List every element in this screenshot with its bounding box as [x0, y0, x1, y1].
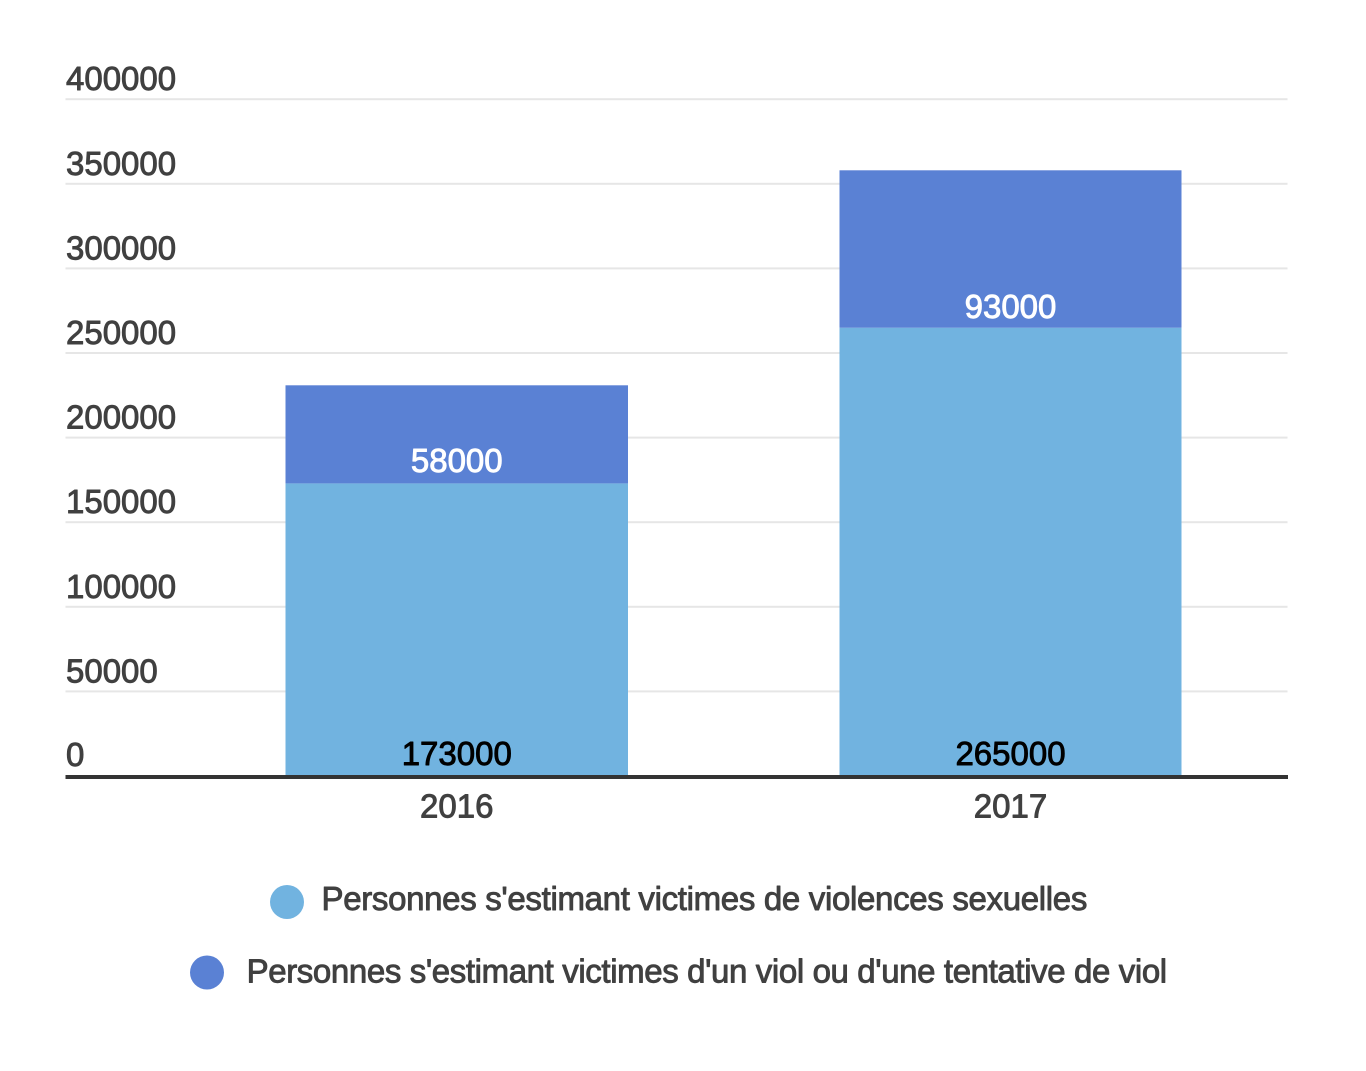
svg-text:50000: 50000: [66, 652, 158, 689]
svg-text:400000: 400000: [66, 60, 176, 97]
svg-text:350000: 350000: [66, 145, 176, 182]
svg-text:0: 0: [66, 736, 84, 773]
svg-text:2016: 2016: [420, 788, 493, 825]
svg-text:100000: 100000: [66, 568, 176, 605]
svg-text:Personnes s'estimant victimes: Personnes s'estimant victimes de violenc…: [322, 880, 1088, 917]
svg-text:265000: 265000: [955, 735, 1065, 772]
svg-text:2017: 2017: [974, 788, 1047, 825]
svg-text:93000: 93000: [965, 288, 1057, 325]
svg-text:173000: 173000: [402, 735, 512, 772]
svg-text:200000: 200000: [66, 399, 176, 436]
svg-text:150000: 150000: [66, 483, 176, 520]
svg-text:300000: 300000: [66, 229, 176, 266]
svg-text:Personnes s'estimant victimes: Personnes s'estimant victimes d'un viol …: [247, 953, 1167, 990]
svg-text:58000: 58000: [411, 442, 503, 479]
svg-text:250000: 250000: [66, 314, 176, 351]
